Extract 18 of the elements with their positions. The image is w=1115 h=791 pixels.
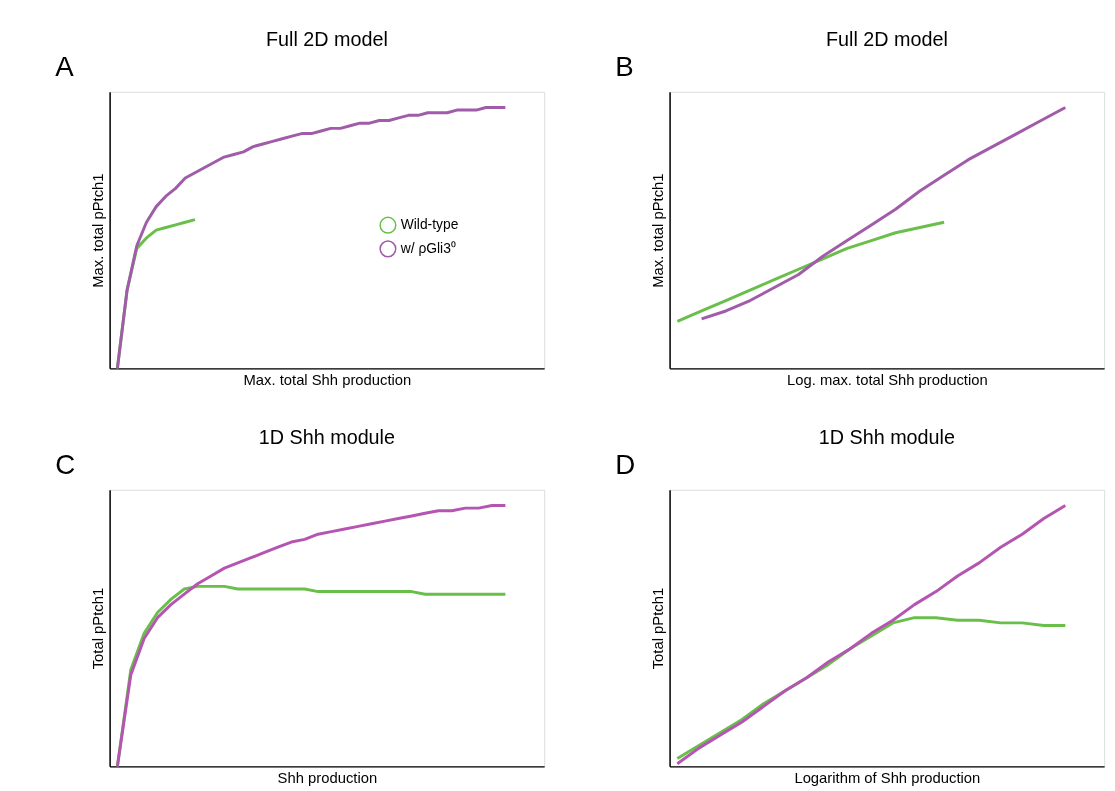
- y-axis-title: Max. total pPtch1: [90, 173, 107, 288]
- x-axis-title: Logarithm of Shh production: [794, 769, 981, 786]
- text: B: [615, 51, 634, 83]
- chart-title: 1D Shh module: [818, 426, 955, 449]
- legend-label: w/ ρGli3⁰: [399, 239, 456, 256]
- x-axis-title: Max. total Shh production: [243, 371, 412, 388]
- y-axis-title: Total pPtch1: [650, 587, 667, 670]
- x-axis-title: Log. max. total Shh production: [787, 371, 988, 388]
- legend-label: Wild-type: [400, 216, 459, 233]
- chart-title: Full 2D model: [265, 28, 388, 51]
- y-axis-title: Total pPtch1: [90, 587, 107, 670]
- text: C: [55, 449, 76, 481]
- text: A: [55, 51, 75, 83]
- y-axis-title: Max. total pPtch1: [650, 173, 667, 288]
- text: D: [615, 449, 636, 481]
- x-axis-title: Shh production: [277, 769, 378, 786]
- chart-title: Full 2D model: [825, 28, 948, 51]
- chart-title: 1D Shh module: [258, 426, 395, 449]
